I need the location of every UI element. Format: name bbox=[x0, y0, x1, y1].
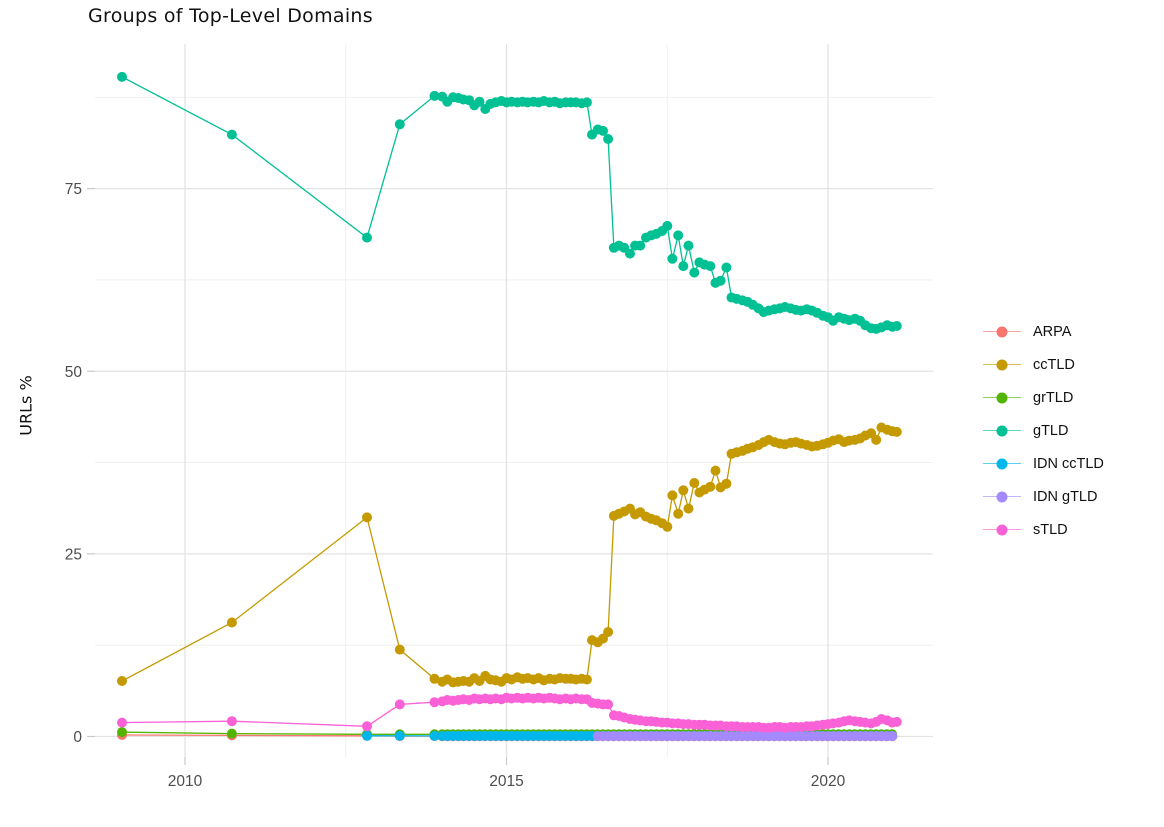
legend-item-label: IDN ccTLD bbox=[1033, 455, 1104, 472]
legend-key-icon bbox=[983, 490, 1021, 503]
legend-item-label: gTLD bbox=[1033, 422, 1069, 439]
legend-item-grtld: grTLD bbox=[983, 381, 1104, 414]
series-gtld bbox=[117, 71, 902, 334]
legend-key-icon bbox=[983, 325, 1021, 338]
legend-item-gtld: gTLD bbox=[983, 414, 1104, 447]
legend-item-stld: sTLD bbox=[983, 513, 1104, 546]
legend-item-label: grTLD bbox=[1033, 389, 1074, 406]
y-tick-label: 0 bbox=[73, 729, 82, 746]
series-idn-gtld bbox=[592, 731, 898, 742]
legend-item-label: sTLD bbox=[1033, 521, 1068, 538]
legend-item-idn-cctld: IDN ccTLD bbox=[983, 447, 1104, 480]
legend-item-label: IDN gTLD bbox=[1033, 488, 1098, 505]
legend-key-icon bbox=[983, 523, 1021, 536]
gridlines bbox=[95, 44, 933, 757]
legend-key-icon bbox=[983, 358, 1021, 371]
chart-title: Groups of Top-Level Domains bbox=[88, 5, 373, 27]
x-tick-label: 2015 bbox=[489, 773, 523, 790]
legend-key-icon bbox=[983, 457, 1021, 470]
x-tick-label: 2010 bbox=[168, 773, 203, 790]
legend-item-arpa: ARPA bbox=[983, 315, 1104, 348]
y-tick-label: 25 bbox=[65, 546, 82, 563]
x-tick-label: 2020 bbox=[811, 773, 846, 790]
series-cctld bbox=[117, 422, 902, 688]
y-tick-label: 75 bbox=[65, 181, 82, 198]
series-stld bbox=[117, 692, 902, 733]
legend-item-cctld: ccTLD bbox=[983, 348, 1104, 381]
legend-key-icon bbox=[983, 424, 1021, 437]
legend-item-idn-gtld: IDN gTLD bbox=[983, 480, 1104, 513]
y-tick-label: 50 bbox=[65, 364, 83, 381]
legend-item-label: ccTLD bbox=[1033, 356, 1075, 373]
legend-key-icon bbox=[983, 391, 1021, 404]
legend-item-label: ARPA bbox=[1033, 323, 1072, 340]
axis-ticks: 2010 2015 2020 0 25 50 75 bbox=[65, 181, 846, 790]
legend: ARPA ccTLD grTLD gTLD IDN ccTLD IDN gTLD sTLD bbox=[983, 315, 1104, 546]
